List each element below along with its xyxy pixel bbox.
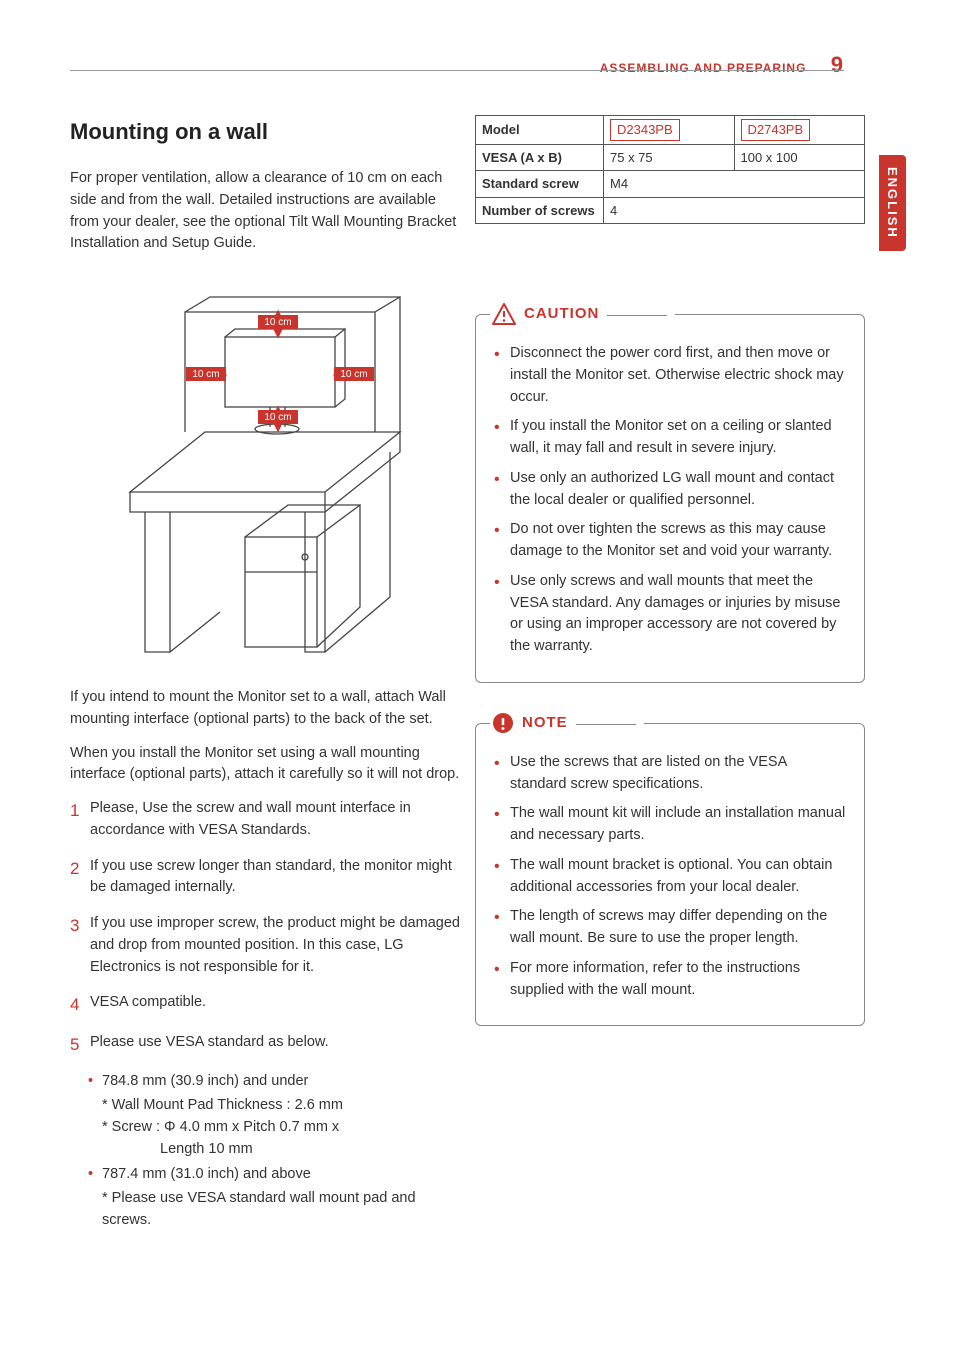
vesa-spec-list: 784.8 mm (30.9 inch) and under [70,1071,460,1093]
note-icon [492,712,514,734]
vesa-sub: * Please use VESA standard wall mount pa… [70,1188,460,1232]
section-title: Mounting on a wall [70,115,460,148]
table-cell: 4 [604,197,865,224]
mount-paragraph-1: If you intend to mount the Monitor set t… [70,687,460,731]
svg-text:10 cm: 10 cm [264,412,291,423]
intro-paragraph: For proper ventilation, allow a clearanc… [70,168,460,255]
left-column: Mounting on a wall For proper ventilatio… [70,115,460,1232]
caution-item: If you install the Monitor set on a ceil… [494,416,846,460]
note-item: The wall mount bracket is optional. You … [494,855,846,899]
caution-icon [492,303,516,325]
spec-table: Model D2343PB D2743PB VESA (A x B) 75 x … [475,115,865,224]
svg-text:10 cm: 10 cm [340,369,367,380]
model-badge: D2743PB [741,119,811,141]
step-item: 2If you use screw longer than standard, … [70,856,460,900]
table-cell: 75 x 75 [604,144,735,171]
note-item: The length of screws may differ dependin… [494,906,846,950]
page-number: 9 [831,52,844,77]
svg-text:10 cm: 10 cm [192,369,219,380]
table-header: Model [476,116,604,145]
caution-title: CAUTION [490,303,675,326]
mount-paragraph-2: When you install the Monitor set using a… [70,743,460,787]
table-cell: D2343PB [604,116,735,145]
note-title: NOTE [490,712,644,735]
table-header: VESA (A x B) [476,144,604,171]
table-header: Number of screws [476,197,604,224]
steps-list: 1Please, Use the screw and wall mount in… [70,798,460,1057]
caution-box: CAUTION Disconnect the power cord first,… [475,314,865,683]
header-text: ASSEMBLING AND PREPARING [600,61,807,75]
vesa-bullet: 787.4 mm (31.0 inch) and above [88,1164,460,1186]
note-box: NOTE Use the screws that are listed on t… [475,723,865,1027]
vesa-bullet: 784.8 mm (30.9 inch) and under [88,1071,460,1093]
step-item: 4VESA compatible. [70,992,460,1018]
table-header: Standard screw [476,171,604,198]
svg-text:10 cm: 10 cm [264,317,291,328]
page-header: ASSEMBLING AND PREPARING 9 [600,48,844,81]
note-item: For more information, refer to the instr… [494,958,846,1002]
table-cell: D2743PB [734,116,865,145]
vesa-sub: * Wall Mount Pad Thickness : 2.6 mm [70,1095,460,1117]
vesa-spec-list: 787.4 mm (31.0 inch) and above [70,1164,460,1186]
model-badge: D2343PB [610,119,680,141]
note-item: The wall mount kit will include an insta… [494,803,846,847]
caution-item: Use only an authorized LG wall mount and… [494,468,846,512]
table-cell: M4 [604,171,865,198]
caution-list: Disconnect the power cord first, and the… [494,343,846,658]
language-tab: ENGLISH [879,155,907,251]
clearance-diagram: 10 cm 10 cm 10 cm 10 cm [110,267,420,667]
vesa-sub: Length 10 mm [70,1139,460,1161]
step-item: 1Please, Use the screw and wall mount in… [70,798,460,842]
header-rule [70,70,844,71]
caution-item: Use only screws and wall mounts that mee… [494,571,846,658]
note-list: Use the screws that are listed on the VE… [494,752,846,1002]
step-item: 3If you use improper screw, the product … [70,913,460,978]
caution-item: Disconnect the power cord first, and the… [494,343,846,408]
table-cell: 100 x 100 [734,144,865,171]
right-column: Model D2343PB D2743PB VESA (A x B) 75 x … [475,115,865,1026]
step-item: 5Please use VESA standard as below. [70,1032,460,1058]
caution-item: Do not over tighten the screws as this m… [494,519,846,563]
note-item: Use the screws that are listed on the VE… [494,752,846,796]
vesa-sub: * Screw : Φ 4.0 mm x Pitch 0.7 mm x [70,1117,460,1139]
